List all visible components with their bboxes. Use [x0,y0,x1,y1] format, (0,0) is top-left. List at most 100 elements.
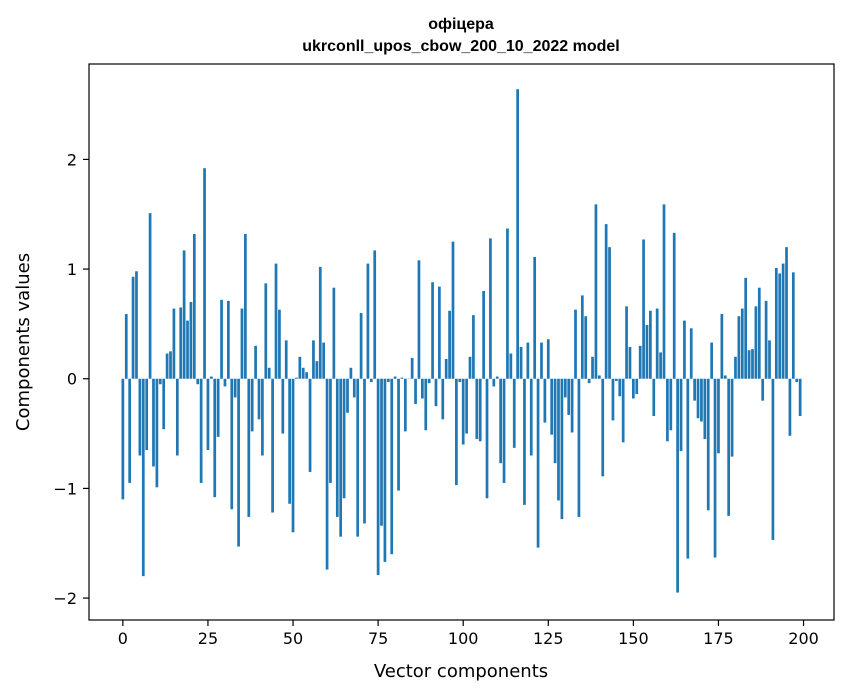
bar [295,377,298,379]
bar [723,375,727,379]
bar [369,378,373,383]
bar [335,378,339,517]
bar [152,378,155,467]
bar [274,263,278,379]
bar [366,263,370,379]
bar [492,378,496,387]
bar [672,232,676,379]
bar [788,378,792,436]
bar [131,276,135,379]
bar [410,357,414,379]
y-tick-label: −1 [53,479,77,498]
bar [655,308,659,379]
bar [591,356,594,379]
bar [519,346,523,379]
bar [308,378,312,472]
bar [628,346,632,379]
x-tick-label: 175 [703,629,734,648]
bar [768,340,771,379]
bar [135,271,138,379]
bar [669,378,673,431]
bar [257,378,261,420]
bar [247,378,251,517]
bar [689,328,693,379]
bar [458,378,462,383]
bar [438,286,441,379]
x-tick-label: 25 [198,629,218,648]
bar [757,287,761,379]
bar [278,309,281,379]
bar [448,310,451,379]
y-tick-label: 0 [67,370,77,389]
bar [393,376,397,379]
bar [376,378,380,576]
bar [421,378,424,399]
bar [649,310,652,379]
bar [386,378,390,383]
bar [495,376,499,379]
bar [288,378,291,504]
bar [740,308,744,379]
bar [223,378,227,387]
bar [625,306,628,379]
bar [798,378,802,417]
bar [536,378,540,548]
bar-series [121,89,802,593]
bar [635,378,639,395]
bar [441,378,445,420]
bar [506,228,509,379]
bar [216,378,220,437]
bar [795,378,799,383]
bar [172,308,176,379]
bar [145,378,149,451]
bar [696,378,700,419]
bar [455,378,458,486]
bar [771,378,775,540]
x-axis-label: Vector components [374,661,548,682]
bar [512,378,516,448]
bar [213,378,217,498]
bar [666,378,669,442]
bar [509,353,513,379]
bar [373,250,377,379]
bar [584,316,588,379]
bar [710,342,714,379]
bar [315,361,319,379]
bar [179,307,183,379]
bar [301,367,305,379]
bar [128,378,132,483]
bar [717,378,720,454]
bar [540,342,543,379]
bar [199,378,203,483]
bar [352,378,356,398]
bar [124,314,128,379]
bar [332,287,336,379]
bar [781,263,785,379]
x-tick-label: 75 [368,629,388,648]
bar [693,378,696,401]
bar [618,378,622,397]
bar [461,378,465,445]
bar [485,378,489,499]
bar [339,378,343,537]
bar [169,351,172,379]
bar [203,168,206,379]
y-tick-label: 1 [67,260,77,279]
bar [261,378,264,456]
bar [138,378,142,456]
chart-title: офіцера [428,16,494,33]
bar [431,282,434,379]
bar [737,316,741,379]
bar [601,378,605,477]
bar [363,378,366,524]
bar [659,352,662,379]
bar [645,325,649,379]
bar [312,340,315,379]
bar [250,378,254,432]
bar [679,378,683,452]
bar [403,378,407,432]
bar [499,378,502,464]
x-tick-label: 125 [533,629,564,648]
bar [264,283,268,379]
